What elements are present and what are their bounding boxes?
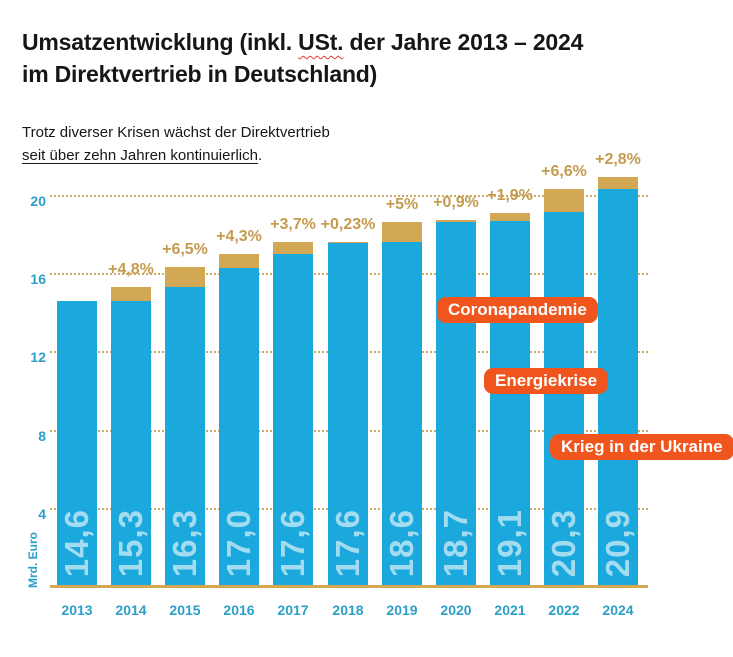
title-prefix: Umsatzentwicklung (inkl.: [22, 29, 299, 55]
growth-pct-label-2022: +6,6%: [541, 163, 587, 180]
title-spellcheck-word: USt.: [298, 29, 344, 55]
x-axis-label-2022: 2022: [548, 602, 580, 618]
title-suffix: der Jahre 2013 – 2024: [343, 29, 584, 55]
bar-value-label-2014: 15,3: [112, 508, 149, 577]
plot-area: 14,6 15,3 +4,8% 16,3 +6,5% 17,0 +4,3% 17,6 +3,7%…: [50, 151, 648, 588]
x-axis-label-2017: 2017: [277, 602, 309, 618]
x-axis-label-2015: 2015: [169, 602, 201, 618]
bar-growth-cap-2018: [328, 242, 368, 243]
growth-pct-label-2017: +3,7%: [270, 216, 316, 233]
gridline-20: [50, 195, 648, 197]
bar-value-label-2019: 18,6: [383, 508, 420, 577]
bar-2016: 17,0: [219, 254, 259, 586]
revenue-bar-chart: 14,6 15,3 +4,8% 16,3 +6,5% 17,0 +4,3% 17,6 +3,7%…: [0, 151, 733, 657]
bar-value-label-2016: 17,0: [220, 508, 257, 577]
y-axis-tick-4: 4: [38, 506, 46, 522]
bar-2020: 18,7: [436, 220, 476, 586]
growth-pct-label-2014: +4,8%: [108, 261, 154, 278]
bar-value-label-2020: 18,7: [437, 508, 474, 577]
bar-value-label-2015: 16,3: [166, 508, 203, 577]
crisis-badge-krieg-in-der-ukraine: Krieg in der Ukraine: [550, 434, 733, 460]
bar-growth-cap-2015: [165, 267, 205, 287]
bar-growth-cap-2014: [111, 287, 151, 301]
x-axis-label-2018: 2018: [332, 602, 364, 618]
bar-2014: 15,3: [111, 287, 151, 586]
bar-value-label-2018: 17,6: [329, 508, 366, 577]
bar-growth-cap-2017: [273, 242, 313, 254]
bar-2019: 18,6: [382, 222, 422, 586]
bar-growth-cap-2020: [436, 220, 476, 222]
crisis-badge-coronapandemie: Coronapandemie: [437, 297, 598, 323]
y-axis-tick-16: 16: [30, 271, 46, 287]
growth-pct-label-2020: +0,9%: [433, 194, 479, 211]
bar-value-label-2021: 19,1: [491, 508, 528, 577]
x-axis-label-2020: 2020: [440, 602, 472, 618]
subtitle-line2-period: .: [257, 147, 263, 164]
x-axis-label-2024: 2024: [602, 602, 634, 618]
bar-2021: 19,1: [490, 213, 530, 586]
bar-value-label-2024: 20,9: [599, 508, 636, 577]
subtitle: Trotz diverser Krisen wächst der Direktv…: [22, 121, 522, 167]
bar-value-label-2013: 14,6: [58, 508, 95, 577]
bar-growth-cap-2021: [490, 213, 530, 221]
growth-pct-label-2021: +1,9%: [487, 187, 533, 204]
x-axis-label-2013: 2013: [61, 602, 93, 618]
growth-pct-label-2016: +4,3%: [216, 228, 262, 245]
growth-pct-label-2015: +6,5%: [162, 241, 208, 258]
crisis-badge-energiekrise: Energiekrise: [484, 368, 609, 394]
bar-growth-cap-2022: [544, 189, 584, 212]
y-axis-tick-12: 12: [30, 349, 46, 365]
bar-growth-cap-2016: [219, 254, 259, 268]
subtitle-line1: Trotz diverser Krisen wächst der Direktv…: [22, 124, 330, 141]
bar-value-label-2022: 20,3: [545, 508, 582, 577]
bar-value-label-2017: 17,6: [274, 508, 311, 577]
bar-growth-cap-2019: [382, 222, 422, 242]
y-axis-tick-20: 20: [30, 193, 46, 209]
growth-pct-label-2024: +2,8%: [595, 151, 641, 168]
x-axis-label-2014: 2014: [115, 602, 147, 618]
x-axis-baseline: [50, 585, 648, 588]
bar-2018: 17,6: [328, 242, 368, 586]
growth-pct-label-2019: +5%: [385, 196, 419, 213]
bar-growth-cap-2024: [598, 177, 638, 189]
x-axis-label-2016: 2016: [223, 602, 255, 618]
y-axis-tick-8: 8: [38, 428, 46, 444]
title-line1: Umsatzentwicklung (inkl. USt. der Jahre …: [22, 29, 583, 55]
title-line2: im Direktvertrieb in Deutschland): [22, 61, 378, 87]
y-axis-unit-label: Mrd. Euro: [26, 532, 40, 588]
bar-2013: 14,6: [57, 301, 97, 586]
bar-2015: 16,3: [165, 267, 205, 586]
page-title: Umsatzentwicklung (inkl. USt. der Jahre …: [22, 26, 712, 90]
x-axis-label-2019: 2019: [386, 602, 418, 618]
growth-pct-label-2018: +0,23%: [320, 216, 376, 233]
x-axis-label-2021: 2021: [494, 602, 526, 618]
bar-2017: 17,6: [273, 242, 313, 586]
subtitle-line2-underlined: seit über zehn Jahren kontinuierlich: [22, 147, 258, 164]
